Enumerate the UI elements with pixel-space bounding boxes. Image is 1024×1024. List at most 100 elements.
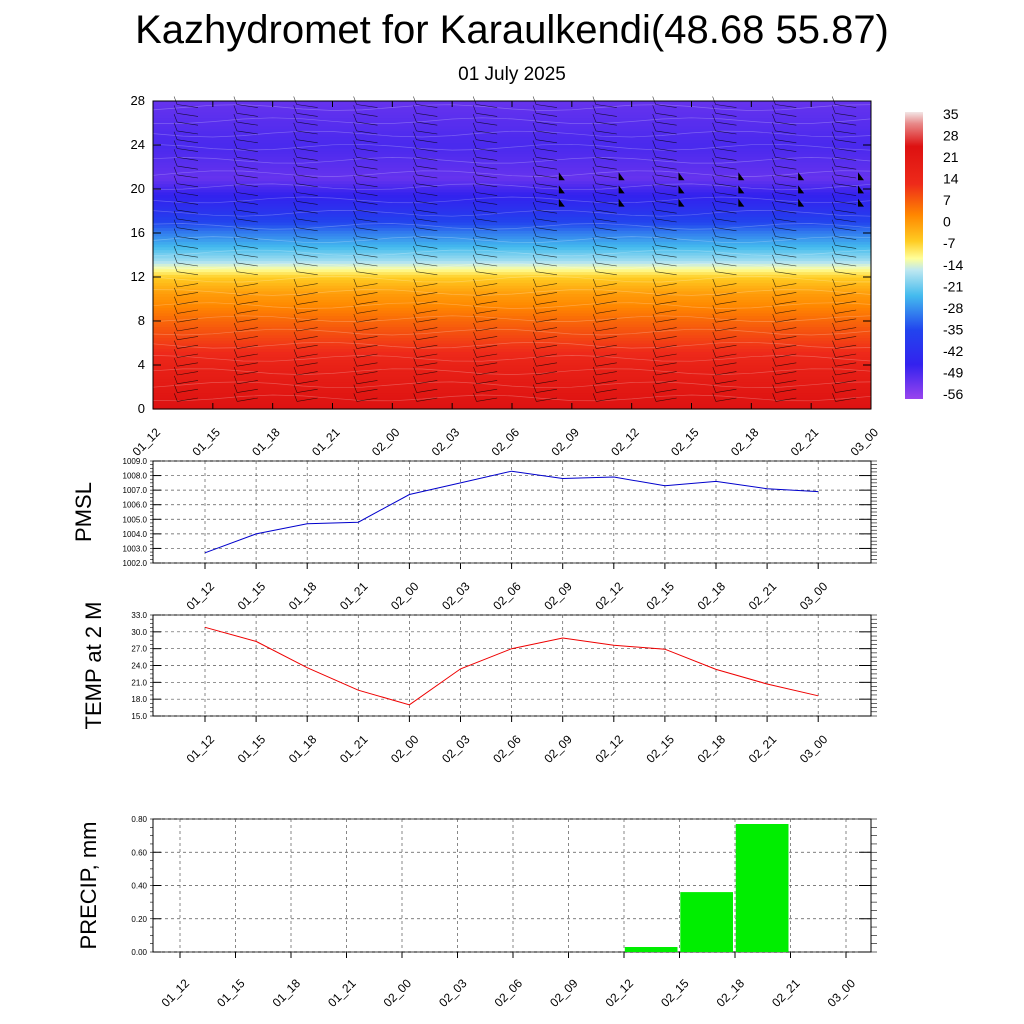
wind-barb-flag (413, 263, 417, 272)
wind-barb-flag (532, 113, 537, 123)
wind-barb (655, 327, 677, 332)
x-tick-label: 02_00 (369, 425, 403, 459)
wind-barb-flag (413, 184, 417, 193)
heatmap-cell (153, 128, 871, 132)
wind-barb-flag (173, 219, 178, 228)
wind-barb-flag (652, 166, 656, 176)
wind-barb (236, 227, 258, 232)
wind-barb-flag (353, 322, 358, 332)
wind-barb-flag (772, 340, 776, 349)
wind-barb-flag (353, 305, 358, 314)
wind-barb-flag (413, 193, 417, 202)
wind-barb-flag (353, 122, 357, 132)
wind-barb (835, 209, 857, 214)
wind-barb-flag (533, 375, 537, 384)
wind-barb (177, 227, 199, 232)
wind-barb (356, 183, 378, 188)
wind-barb (715, 218, 737, 223)
wind-barb (476, 271, 498, 276)
x-tick-label: 01_12 (130, 425, 164, 459)
wind-barb (416, 336, 438, 341)
wind-barb-flag (652, 105, 656, 114)
x-tick-label: 02_00 (388, 579, 422, 613)
wind-barb (536, 353, 558, 358)
heatmap-cell (153, 139, 871, 143)
contour-line (152, 130, 872, 138)
wind-barb-flag (832, 358, 836, 367)
wind-barb-flag (533, 296, 537, 305)
wind-barb-flag (173, 175, 178, 184)
wind-barb (536, 262, 558, 267)
wind-barb (595, 227, 617, 232)
wind-barb-flag (592, 314, 597, 323)
wind-barb (476, 121, 498, 126)
heatmap-cell (153, 178, 871, 182)
wind-barb (237, 336, 258, 341)
wind-barb (775, 148, 797, 152)
wind-barb (835, 253, 857, 258)
wind-barb-flag (652, 287, 657, 296)
wind-barb-flag (174, 305, 178, 314)
wind-barb (835, 309, 857, 314)
wind-barb-flag (293, 358, 298, 367)
wind-barb-flag (831, 228, 836, 237)
wind-barb (476, 227, 498, 232)
wind-barb-flag (532, 157, 537, 167)
wind-barb (835, 283, 857, 288)
wind-barb-flag (712, 140, 716, 149)
wind-barb (237, 292, 258, 297)
wind-barb (835, 201, 857, 205)
wind-barb (536, 397, 558, 402)
heatmap-cell (153, 365, 871, 369)
heatmap-cell (153, 301, 871, 306)
wind-barb-flag (174, 340, 178, 349)
wind-barb (835, 121, 857, 126)
wind-barb-flag (592, 184, 597, 193)
wind-pennant (678, 198, 685, 207)
wind-barb-flag (831, 140, 836, 149)
wind-barb (416, 271, 438, 276)
wind-barb-flag (233, 245, 238, 255)
wind-barb (775, 157, 797, 161)
x-tick-label: 02_00 (381, 976, 415, 1010)
wind-barb (655, 113, 677, 117)
wind-barb-flag (353, 254, 357, 264)
y-axis-label: PRECIP, mm (76, 822, 101, 950)
wind-barb-flag (712, 175, 716, 184)
wind-barb-flag (472, 219, 477, 228)
wind-barb (476, 104, 498, 108)
wind-barb (595, 139, 617, 144)
wind-barb-flag (353, 219, 357, 228)
precip-bar (735, 824, 789, 952)
wind-barb (595, 174, 617, 179)
wind-barb (715, 353, 737, 358)
y-tick-label: 24 (131, 137, 145, 152)
wind-barb-flag (832, 322, 836, 332)
wind-barb (296, 283, 318, 288)
heatmap-cell (153, 117, 871, 121)
wind-pennant (798, 198, 805, 207)
wind-barb-flag (712, 166, 716, 176)
wind-barb (775, 336, 797, 341)
wind-barb (236, 121, 258, 126)
wind-barb-flag (772, 131, 776, 140)
heatmap-cell (153, 312, 871, 317)
wind-barb (715, 227, 737, 232)
wind-barb (236, 104, 258, 108)
wind-barb-flag (413, 228, 417, 237)
x-tick-label: 02_12 (592, 579, 626, 613)
wind-barb (536, 104, 558, 108)
wind-barb (476, 201, 498, 205)
wind-barb-flag (832, 331, 836, 340)
wind-barb (536, 271, 558, 276)
wind-barb (715, 174, 737, 179)
wind-barb (835, 183, 857, 188)
wind-barb-flag (832, 384, 836, 393)
heatmap-cell (153, 268, 871, 273)
wind-barb (715, 139, 737, 144)
wind-barb-flag (712, 210, 716, 220)
wind-barb-flag (652, 219, 656, 228)
wind-barb-flag (233, 263, 238, 272)
wind-barb (536, 292, 558, 297)
contour-line (152, 223, 872, 230)
